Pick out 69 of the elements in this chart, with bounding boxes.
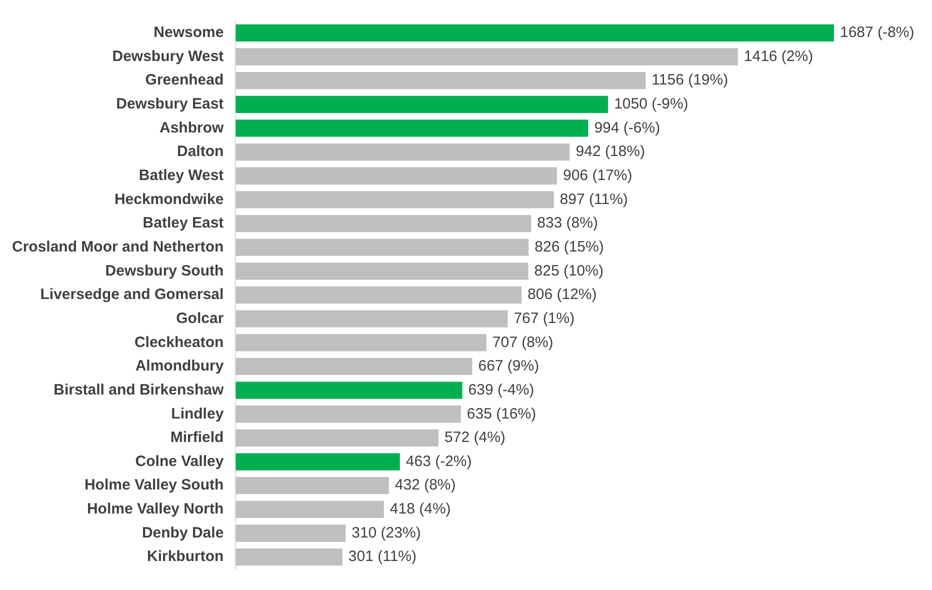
data-label: 310 (23%) [352,524,421,542]
y-tick-label: Golcar [176,310,224,327]
bar [236,548,342,566]
y-tick-label: Batley West [138,167,224,184]
data-label: 767 (1%) [514,310,575,327]
bar [236,262,528,280]
bar [236,120,588,137]
data-label: 639 (-4%) [468,381,534,398]
bar [236,214,532,232]
bar [236,310,508,328]
data-label: 707 (8%) [492,334,554,351]
bar [236,382,462,399]
y-tick-label: Cleckheaton [134,334,224,351]
y-tick-label: Mirfield [170,429,224,446]
y-tick-label: Dewsbury West [112,48,224,65]
y-tick-label: Dalton [177,143,224,160]
data-label: 897 (11%) [560,190,628,208]
y-tick-label: Colne Valley [135,452,224,470]
data-label: 301 (11%) [348,548,417,566]
data-label: 463 (-2%) [406,452,472,470]
bar [236,524,346,542]
data-label: 1687 (-8%) [840,24,914,42]
y-tick-label: Ashbrow [160,119,224,136]
bar [236,477,389,494]
y-tick-label: Dewsbury East [116,96,224,113]
y-tick-label: Holme Valley North [86,500,224,518]
bar [236,191,554,208]
bar [236,167,557,184]
bar [236,286,522,304]
y-tick-label: Crosland Moor and Netherton [12,238,224,256]
data-label: 994 (-6%) [594,119,660,136]
y-tick-label: Birstall and Birkenshaw [54,381,224,398]
data-label: 1416 (2%) [744,48,814,65]
data-label: 1156 (19%) [652,72,728,89]
data-label: 572 (4%) [444,429,506,446]
bar [236,500,384,518]
y-tick-label: Greenhead [145,72,224,89]
y-tick-label: Kirkburton [147,548,224,566]
data-label: 906 (17%) [563,167,632,184]
data-label: 635 (16%) [466,405,536,422]
data-label: 825 (10%) [534,262,604,280]
bar [236,453,400,470]
data-label: 833 (8%) [537,214,598,232]
data-label: 1050 (-9%) [614,96,688,113]
bar [236,358,472,376]
data-label: 667 (9%) [478,358,540,375]
y-tick-label: Holme Valley South [84,476,224,494]
bar [236,238,529,256]
bar [236,96,608,113]
y-tick-label: Heckmondwike [114,190,224,208]
bar [236,72,646,90]
y-tick-label: Batley East [142,214,224,232]
y-tick-label: Almondbury [135,358,224,375]
y-tick-label: Newsome [154,24,224,42]
bar [236,334,486,352]
data-label: 942 (18%) [576,143,645,160]
y-tick-label: Denby Dale [142,524,224,542]
bar [236,24,834,42]
bar [236,143,570,161]
bar [236,406,461,423]
y-tick-label: Liversedge and Gomersal [40,286,224,304]
bar [236,429,439,447]
data-label: 432 (8%) [394,476,456,494]
data-label: 806 (12%) [528,286,597,304]
bar [236,48,738,66]
data-label: 418 (4%) [390,500,451,518]
y-tick-label: Lindley [171,405,224,422]
data-label: 826 (15%) [534,238,604,256]
y-tick-label: Dewsbury South [105,262,224,280]
